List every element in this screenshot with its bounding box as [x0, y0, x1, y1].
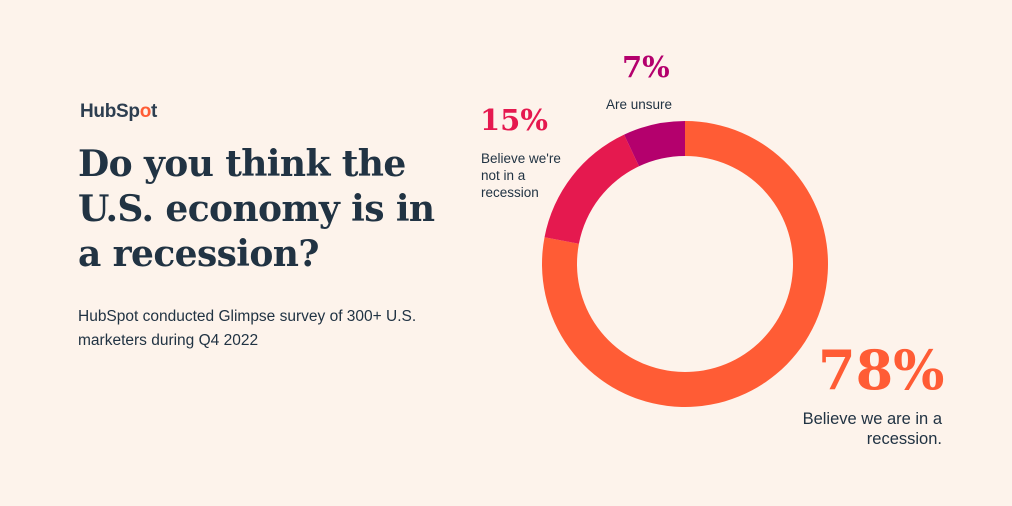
hubspot-logo: HubSpot — [80, 101, 157, 123]
slice-label-unsure: Are unsure — [606, 97, 673, 112]
logo-text-start: HubSp — [80, 101, 140, 122]
slice-value-not-recession: 15% — [480, 103, 548, 137]
slice-label-recession: Believe we are in a recession. — [802, 410, 942, 448]
slice-value-recession: 78% — [818, 338, 945, 402]
page-title: Do you think the U.S. economy is in a re… — [78, 143, 435, 275]
donut-slice-unsure — [624, 121, 685, 167]
slice-label-not-recession: Believe we're not in a recession — [481, 151, 561, 200]
survey-description: HubSpot conducted Glimpse survey of 300+… — [78, 308, 417, 349]
donut-slices — [542, 121, 828, 407]
slice-value-unsure: 7% — [622, 50, 670, 84]
sprocket-icon: o — [139, 101, 152, 122]
donut-slice-not-recession — [544, 134, 640, 244]
logo-text-end: t — [151, 101, 158, 122]
